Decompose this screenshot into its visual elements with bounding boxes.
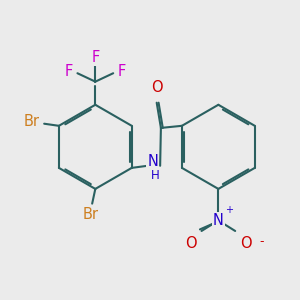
Text: Br: Br bbox=[23, 114, 40, 129]
Text: N: N bbox=[213, 213, 224, 228]
Text: H: H bbox=[151, 169, 159, 182]
Text: Br: Br bbox=[83, 207, 99, 222]
Text: O: O bbox=[151, 80, 163, 95]
Text: F: F bbox=[91, 50, 99, 65]
Text: F: F bbox=[65, 64, 73, 79]
Text: O: O bbox=[185, 236, 197, 251]
Text: F: F bbox=[118, 64, 126, 79]
Text: -: - bbox=[259, 235, 264, 248]
Text: N: N bbox=[147, 154, 158, 169]
Text: +: + bbox=[225, 205, 233, 215]
Text: O: O bbox=[240, 236, 251, 251]
